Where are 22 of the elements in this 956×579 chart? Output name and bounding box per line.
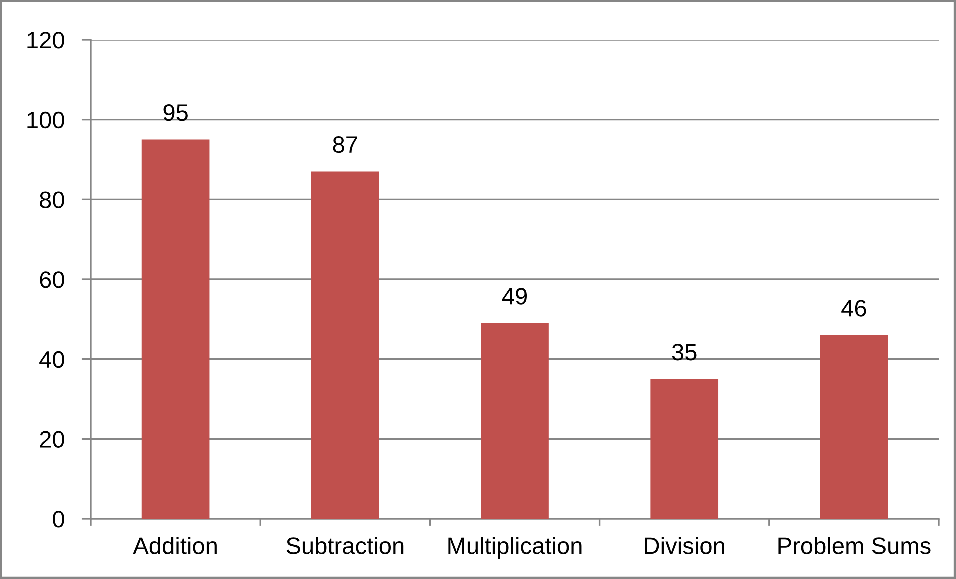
y-tick-label: 20 [40,431,64,448]
bar [311,172,380,519]
data-label: 46 [842,300,866,317]
x-tick-label: Problem Sums [778,537,931,554]
x-tick-label: Multiplication [448,537,582,560]
data-label: 87 [333,136,358,154]
bar [142,140,210,519]
data-label: 49 [502,288,528,305]
x-tick-label: Addition [133,537,217,554]
y-tick-label: 100 [28,112,64,129]
data-label: 35 [672,344,697,361]
x-tick-label: Division [645,537,724,554]
bar [481,323,549,519]
y-tick-label: 60 [40,272,64,288]
data-label: 95 [164,104,188,122]
bar [820,335,888,519]
y-tick-label: 40 [40,351,64,368]
x-tick-label: Subtraction [286,537,404,554]
y-tick-label: 0 [53,511,64,528]
bar [650,379,719,519]
y-tick-label: 80 [40,192,64,208]
y-tick-label: 120 [28,32,64,49]
